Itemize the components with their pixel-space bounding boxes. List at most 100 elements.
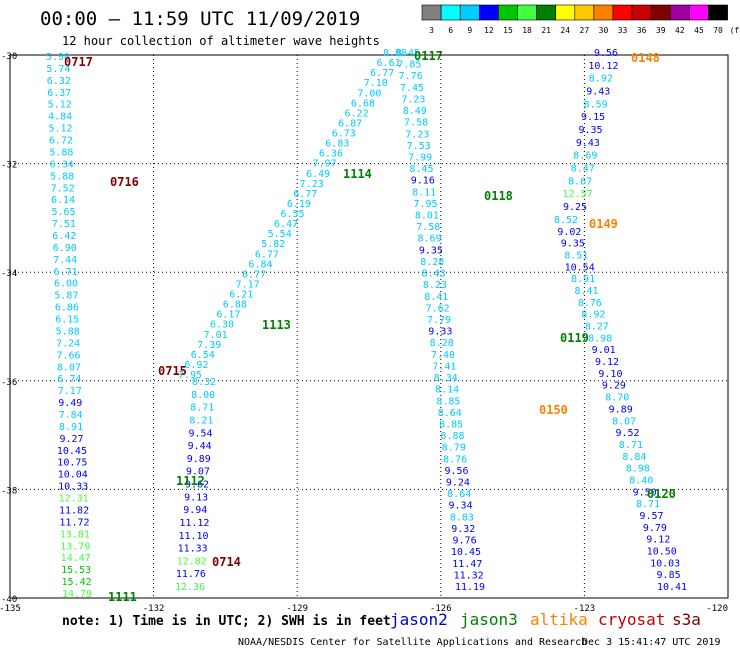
wave-height-value: 9.94 [183,505,207,516]
track-time-label: 0148 [631,51,660,65]
wave-height-value: 8.11 [412,187,436,198]
satellite-legend-cryosat: cryosat [598,610,665,629]
wave-height-value: 7.58 [416,222,440,233]
track-time-label: 0117 [414,49,443,63]
wave-height-value: 8.52 [554,215,578,226]
wave-height-value: 9.24 [446,478,470,489]
wave-height-value: 9.76 [453,536,477,547]
wave-height-value: 8.88 [383,48,407,59]
wave-height-value: 9.50 [633,487,657,498]
colorbar-swatch [574,4,595,21]
wave-height-value: 14.47 [61,553,91,564]
wave-height-value: 8.70 [605,393,629,404]
page-subtitle: 12 hour collection of altimeter wave hei… [62,34,380,48]
wave-height-value: 8.67 [568,176,592,187]
wave-height-value: 8.64 [447,489,471,500]
wave-height-value: 8.91 [571,274,595,285]
wave-height-value: 8.71 [636,499,660,510]
wave-height-value: 6.00 [54,279,78,290]
map-frame [9,54,729,599]
wave-height-value: 8.76 [578,298,602,309]
wave-height-value: 8.27 [585,322,609,333]
track-time-label: 0717 [64,55,93,69]
wave-height-value: 7.17 [236,279,260,290]
wave-height-value: 5.88 [56,326,80,337]
wave-height-value: 9.43 [576,138,600,149]
wave-height-value: 6.84 [248,259,272,270]
wave-height-value: 5.65 [51,207,75,218]
track-time-label: 0716 [110,175,139,189]
colorbar-label: 45 [694,26,704,35]
wave-height-value: 6.42 [52,231,76,242]
wave-height-value: 7.51 [52,219,76,230]
wave-height-value: 11.76 [176,569,206,580]
wave-height-value: 5.90 [46,52,70,63]
wave-height-value: 8.21 [189,415,213,426]
wave-height-value: 5.87 [54,291,78,302]
wave-height-value: 8.98 [626,464,650,475]
wave-height-value: 9.01 [592,345,616,356]
longitude-label: -129 [286,604,308,614]
longitude-label: -120 [706,604,728,614]
wave-height-value: 7.97 [312,159,336,170]
wave-height-value: 8.69 [573,151,597,162]
wave-height-value: 6.37 [47,88,71,99]
satellite-tracks: 5.905.746.326.375.124.845.126.725.886.34… [46,48,687,604]
wave-height-value: 6.77 [242,269,266,280]
wave-height-value: 5.12 [48,100,72,111]
wave-height-value: 10.45 [57,446,87,457]
wave-height-value: 6.32 [47,76,71,87]
track-time-label: 1111 [108,590,137,604]
colorbar-swatch [421,4,442,21]
wave-height-value: 7.23 [300,179,324,190]
lat-lon-grid [9,54,729,599]
wave-height-value: 10.03 [650,558,680,569]
wave-height-value: 6.88 [223,300,247,311]
wave-height-value: 8.28 [420,257,444,268]
wave-height-value: 9.79 [643,523,667,534]
wave-height-value: 8.00 [191,390,215,401]
wave-height-value: 9.25 [563,202,587,213]
wave-height-value: 4.84 [48,112,72,123]
wave-height-value: 8.51 [564,251,588,262]
wave-height-value: 5.74 [46,64,70,75]
wave-height-value: 7.39 [197,340,221,351]
latitude-label: -32 [1,161,17,171]
wave-height-value: 9.35 [561,239,585,250]
axis-labels: -30 -32 -34 -36 -38 -40-135 -132 -129 -126 -123 -1… [0,52,728,614]
track-time-label: 0149 [589,217,618,231]
wave-height-value: 9.34 [449,501,473,512]
wave-height-value: 6.14 [51,195,75,206]
wave-height-value: 8.14 [435,385,459,396]
wave-height-value: 9.89 [187,454,211,465]
wave-height-value: 9.43 [586,87,610,98]
wave-height-value: 6.17 [216,310,240,321]
wave-height-value: 9.15 [581,112,605,123]
wave-height-value: 12.31 [59,494,89,505]
wave-height-value: 9.52 [616,428,640,439]
longitude-label: -123 [574,604,596,614]
wave-height-value: 11.10 [178,531,208,542]
latitude-label: -34 [1,269,17,279]
wave-height-value: 7.53 [407,141,431,152]
wave-height-value: 6.92 [184,360,208,371]
wave-height-value: 8.47 [571,164,595,175]
wave-height-value: 8.92 [589,74,613,85]
satellite-legend-jason2: jason2 [390,610,448,629]
latitude-label: -30 [1,52,17,62]
track-time-label: 0118 [484,189,513,203]
wave-height-value: 9.33 [428,327,452,338]
wave-height-value: 9.13 [184,492,208,503]
longitude-label: -132 [143,604,165,614]
track-time-label: 1113 [262,318,291,332]
wave-height-value: 14.79 [62,589,92,600]
wave-height-value: 10.41 [657,582,687,593]
colorbar-label: 15 [503,26,513,35]
wave-height-value: 6.77 [255,249,279,260]
wave-height-value: 7.23 [401,94,425,105]
latitude-label: -40 [1,595,17,605]
wave-height-value: 8.23 [423,280,447,291]
wave-height-value: 6.22 [345,108,369,119]
wave-height-value: 8.71 [619,440,643,451]
